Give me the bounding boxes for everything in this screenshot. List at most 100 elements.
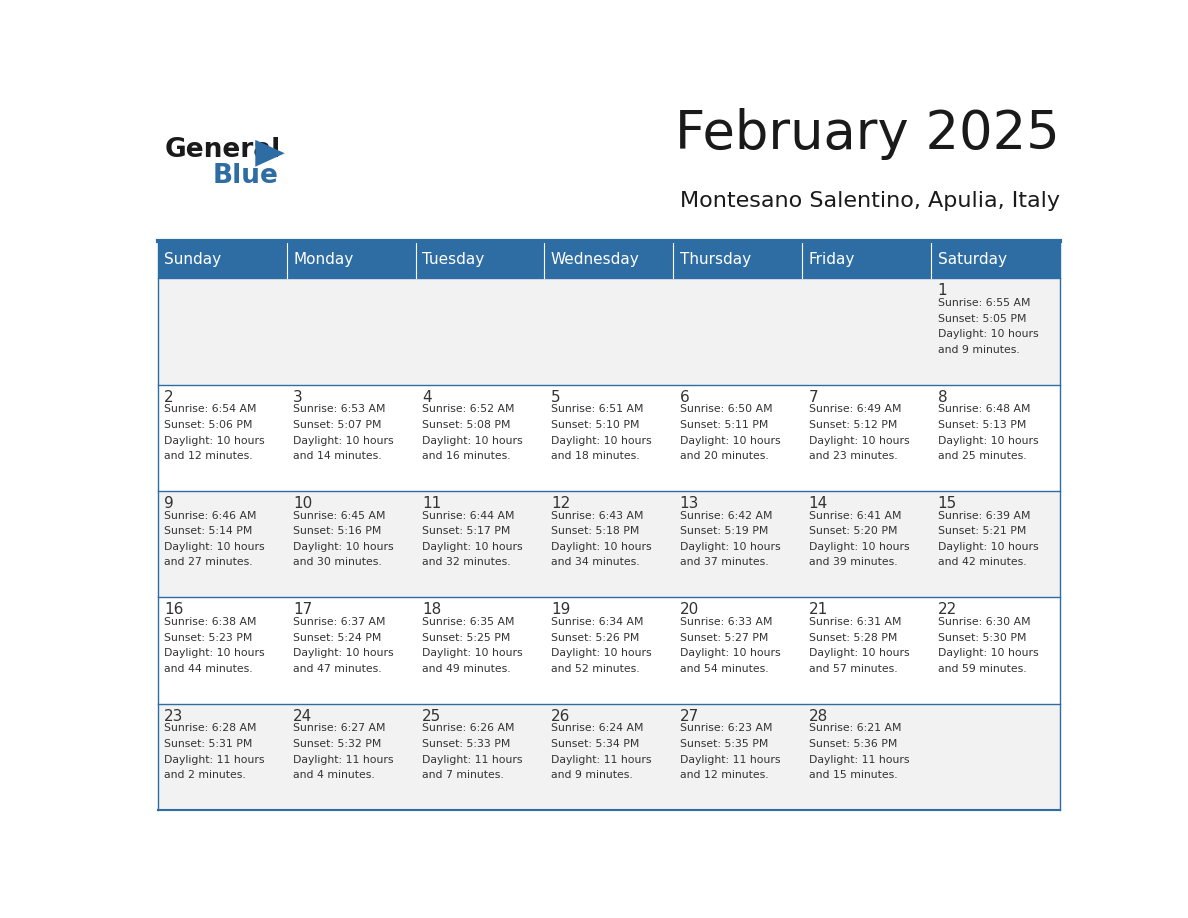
Text: Sunset: 5:18 PM: Sunset: 5:18 PM: [551, 526, 639, 536]
Bar: [158, 385, 1060, 491]
Bar: [158, 241, 286, 278]
Text: Daylight: 10 hours: Daylight: 10 hours: [551, 542, 651, 552]
Text: Daylight: 10 hours: Daylight: 10 hours: [164, 436, 265, 445]
Text: Sunrise: 6:53 AM: Sunrise: 6:53 AM: [293, 405, 386, 415]
Text: 15: 15: [937, 496, 956, 511]
Text: Daylight: 10 hours: Daylight: 10 hours: [680, 436, 781, 445]
Text: and 47 minutes.: and 47 minutes.: [293, 664, 381, 674]
Text: and 49 minutes.: and 49 minutes.: [422, 664, 511, 674]
Text: Sunset: 5:26 PM: Sunset: 5:26 PM: [551, 633, 639, 643]
Text: Sunrise: 6:37 AM: Sunrise: 6:37 AM: [293, 617, 386, 627]
Text: Sunset: 5:06 PM: Sunset: 5:06 PM: [164, 420, 253, 430]
Text: Sunrise: 6:26 AM: Sunrise: 6:26 AM: [422, 723, 514, 733]
Text: 27: 27: [680, 709, 699, 723]
Text: Sunrise: 6:41 AM: Sunrise: 6:41 AM: [809, 510, 902, 521]
Text: Sunset: 5:21 PM: Sunset: 5:21 PM: [937, 526, 1026, 536]
Text: Sunrise: 6:30 AM: Sunrise: 6:30 AM: [937, 617, 1030, 627]
Text: Monday: Monday: [293, 252, 353, 267]
Text: Daylight: 10 hours: Daylight: 10 hours: [164, 542, 265, 552]
Text: Sunday: Sunday: [164, 252, 221, 267]
Text: Sunrise: 6:50 AM: Sunrise: 6:50 AM: [680, 405, 772, 415]
Text: Sunset: 5:08 PM: Sunset: 5:08 PM: [422, 420, 511, 430]
Text: 5: 5: [551, 389, 561, 405]
Text: and 25 minutes.: and 25 minutes.: [937, 451, 1026, 461]
Text: 6: 6: [680, 389, 689, 405]
Text: Sunrise: 6:55 AM: Sunrise: 6:55 AM: [937, 298, 1030, 308]
Text: Sunrise: 6:46 AM: Sunrise: 6:46 AM: [164, 510, 257, 521]
Text: Daylight: 11 hours: Daylight: 11 hours: [551, 755, 651, 765]
Text: and 59 minutes.: and 59 minutes.: [937, 664, 1026, 674]
Text: Sunrise: 6:38 AM: Sunrise: 6:38 AM: [164, 617, 257, 627]
Text: 26: 26: [551, 709, 570, 723]
Text: 9: 9: [164, 496, 173, 511]
Bar: [931, 241, 1060, 278]
Text: Saturday: Saturday: [937, 252, 1006, 267]
Text: Sunset: 5:05 PM: Sunset: 5:05 PM: [937, 314, 1026, 324]
Text: and 16 minutes.: and 16 minutes.: [422, 451, 511, 461]
Text: 19: 19: [551, 602, 570, 617]
Text: Thursday: Thursday: [680, 252, 751, 267]
Text: Sunset: 5:23 PM: Sunset: 5:23 PM: [164, 633, 253, 643]
Text: and 39 minutes.: and 39 minutes.: [809, 557, 897, 567]
Text: Sunset: 5:24 PM: Sunset: 5:24 PM: [293, 633, 381, 643]
Text: Daylight: 11 hours: Daylight: 11 hours: [809, 755, 909, 765]
Text: Daylight: 10 hours: Daylight: 10 hours: [293, 436, 393, 445]
Text: Blue: Blue: [213, 163, 279, 189]
Text: and 37 minutes.: and 37 minutes.: [680, 557, 769, 567]
Bar: [286, 241, 416, 278]
Text: Daylight: 11 hours: Daylight: 11 hours: [680, 755, 781, 765]
Text: Sunset: 5:14 PM: Sunset: 5:14 PM: [164, 526, 253, 536]
Text: 21: 21: [809, 602, 828, 617]
Text: Sunset: 5:25 PM: Sunset: 5:25 PM: [422, 633, 511, 643]
Text: and 57 minutes.: and 57 minutes.: [809, 664, 897, 674]
Text: Sunrise: 6:43 AM: Sunrise: 6:43 AM: [551, 510, 644, 521]
Text: 14: 14: [809, 496, 828, 511]
Text: and 20 minutes.: and 20 minutes.: [680, 451, 769, 461]
Text: Sunset: 5:17 PM: Sunset: 5:17 PM: [422, 526, 511, 536]
Text: Sunrise: 6:27 AM: Sunrise: 6:27 AM: [293, 723, 386, 733]
Text: Daylight: 10 hours: Daylight: 10 hours: [680, 648, 781, 658]
Text: 1: 1: [937, 284, 947, 298]
Text: Sunset: 5:36 PM: Sunset: 5:36 PM: [809, 739, 897, 749]
Text: and 2 minutes.: and 2 minutes.: [164, 770, 246, 780]
Text: Sunrise: 6:28 AM: Sunrise: 6:28 AM: [164, 723, 257, 733]
Text: Sunset: 5:13 PM: Sunset: 5:13 PM: [937, 420, 1026, 430]
Text: Daylight: 10 hours: Daylight: 10 hours: [164, 648, 265, 658]
Text: and 52 minutes.: and 52 minutes.: [551, 664, 639, 674]
Text: 12: 12: [551, 496, 570, 511]
Text: Sunrise: 6:33 AM: Sunrise: 6:33 AM: [680, 617, 772, 627]
Text: Sunrise: 6:51 AM: Sunrise: 6:51 AM: [551, 405, 644, 415]
Text: 3: 3: [293, 389, 303, 405]
Text: Sunrise: 6:23 AM: Sunrise: 6:23 AM: [680, 723, 772, 733]
Text: Daylight: 10 hours: Daylight: 10 hours: [293, 542, 393, 552]
Text: 2: 2: [164, 389, 173, 405]
Text: Sunset: 5:30 PM: Sunset: 5:30 PM: [937, 633, 1026, 643]
Text: Sunset: 5:11 PM: Sunset: 5:11 PM: [680, 420, 769, 430]
Text: Sunset: 5:16 PM: Sunset: 5:16 PM: [293, 526, 381, 536]
Text: Daylight: 11 hours: Daylight: 11 hours: [293, 755, 393, 765]
Text: Daylight: 10 hours: Daylight: 10 hours: [551, 436, 651, 445]
Text: Friday: Friday: [809, 252, 855, 267]
Text: and 32 minutes.: and 32 minutes.: [422, 557, 511, 567]
Text: and 44 minutes.: and 44 minutes.: [164, 664, 253, 674]
Text: Sunrise: 6:24 AM: Sunrise: 6:24 AM: [551, 723, 644, 733]
Text: Daylight: 10 hours: Daylight: 10 hours: [809, 542, 909, 552]
Polygon shape: [255, 140, 285, 167]
Text: Sunrise: 6:34 AM: Sunrise: 6:34 AM: [551, 617, 644, 627]
Bar: [158, 491, 1060, 598]
Text: Daylight: 10 hours: Daylight: 10 hours: [809, 436, 909, 445]
Text: Sunrise: 6:42 AM: Sunrise: 6:42 AM: [680, 510, 772, 521]
Text: Sunrise: 6:49 AM: Sunrise: 6:49 AM: [809, 405, 902, 415]
Text: Sunrise: 6:52 AM: Sunrise: 6:52 AM: [422, 405, 514, 415]
Text: Sunset: 5:19 PM: Sunset: 5:19 PM: [680, 526, 769, 536]
Text: 10: 10: [293, 496, 312, 511]
Text: Sunrise: 6:31 AM: Sunrise: 6:31 AM: [809, 617, 902, 627]
Text: Daylight: 10 hours: Daylight: 10 hours: [422, 648, 523, 658]
Text: and 7 minutes.: and 7 minutes.: [422, 770, 504, 780]
Text: Wednesday: Wednesday: [551, 252, 639, 267]
Text: Sunset: 5:07 PM: Sunset: 5:07 PM: [293, 420, 381, 430]
Bar: [802, 241, 931, 278]
Text: and 15 minutes.: and 15 minutes.: [809, 770, 897, 780]
Text: and 12 minutes.: and 12 minutes.: [680, 770, 769, 780]
Text: and 54 minutes.: and 54 minutes.: [680, 664, 769, 674]
